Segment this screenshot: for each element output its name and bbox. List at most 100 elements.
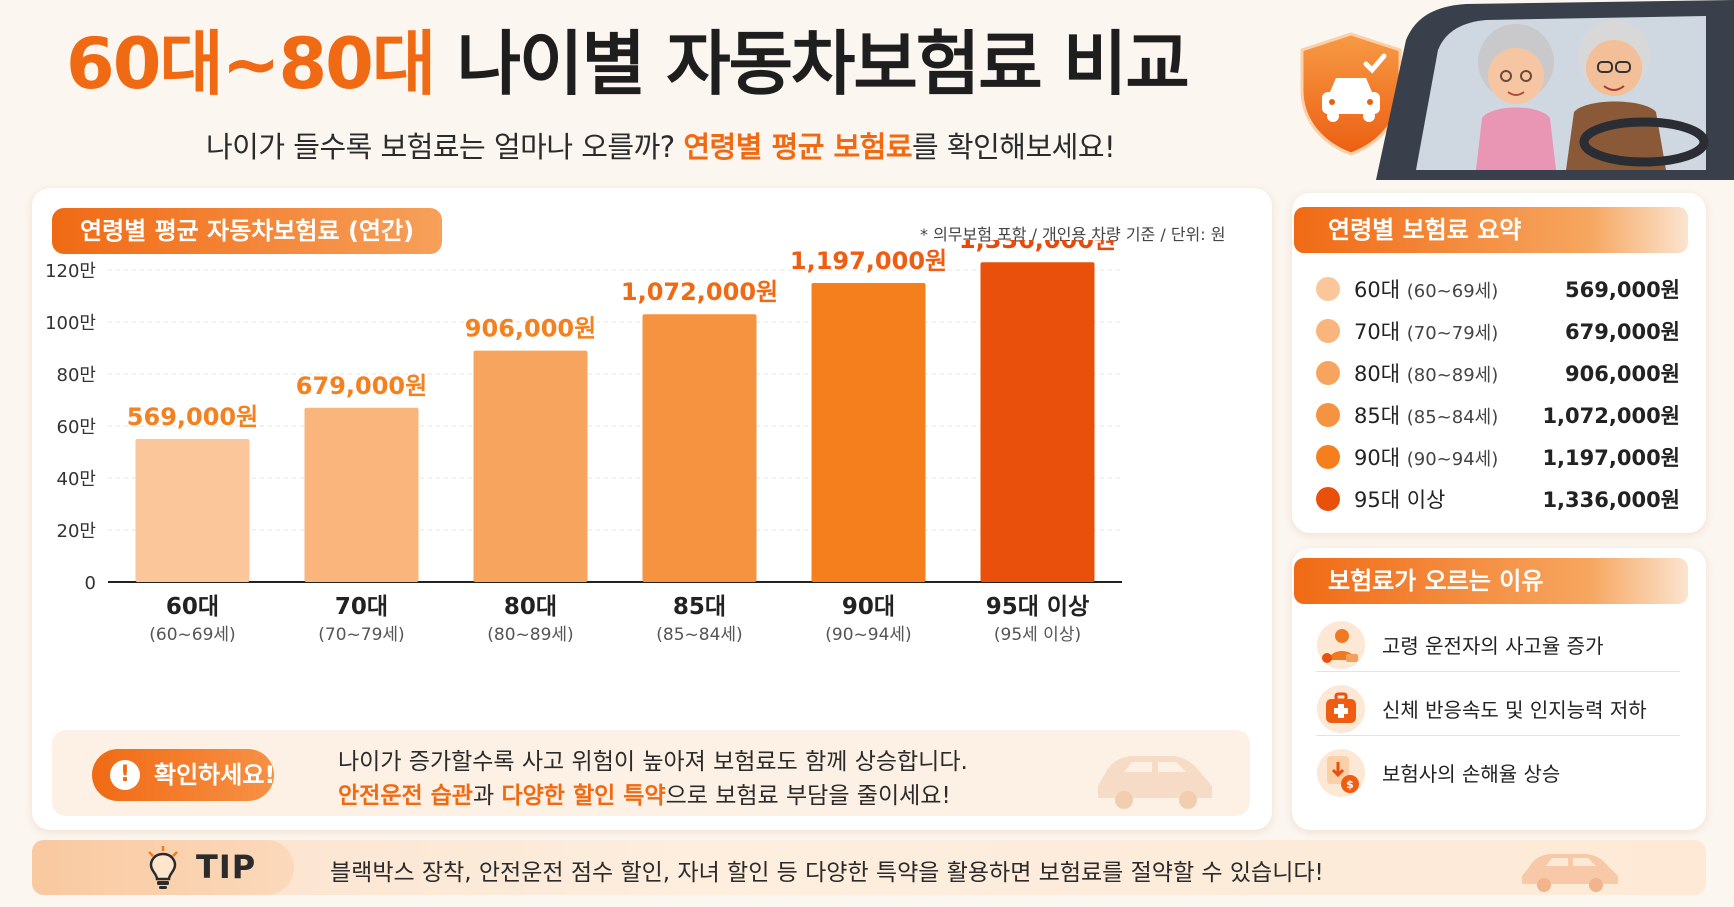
summary-dot [1316,403,1340,427]
summary-title-chip: 연령별 보험료 요약 [1294,207,1688,253]
x-category-sublabel: (95세 이상) [994,625,1081,645]
y-tick-label: 40만 [57,469,96,490]
summary-row: 70대 (70~79세) 679,000원 [1316,316,1680,346]
x-category-sublabel: (90~94세) [825,625,911,645]
notice-highlight-discounts: 다양한 할인 특약 [501,783,666,809]
bar-data-label: 1,197,000원 [790,247,947,275]
summary-age: 90대 (90~94세) [1354,442,1498,472]
svg-text:$: $ [1346,778,1354,791]
summary-value: 1,197,000원 [1542,446,1680,470]
summary-value: 1,072,000원 [1542,404,1680,428]
notice-highlight-safe-driving: 안전운전 습관 [338,783,473,809]
lightbulb-icon [148,846,178,889]
x-category-sublabel: (70~79세) [318,625,404,645]
reason-item: $ 보험사의 손해율 상승 [1316,744,1680,800]
y-tick-label: 0 [85,573,96,594]
y-tick-label: 60만 [57,417,96,438]
summary-age-range: (70~79세) [1406,323,1499,344]
y-tick-label: 100만 [45,313,96,334]
x-category-label: 90대 [842,594,895,620]
summary-age-label: 60대 [1354,278,1401,302]
notice-check-button[interactable]: ! 확인하세요! [92,749,276,801]
chart-unit-note: * 의무보험 포함 / 개인용 차량 기준 / 단위: 원 [920,225,1226,244]
notice-button-label: 확인하세요! [154,761,276,789]
y-tick-label: 20만 [57,521,96,542]
summary-row: 95대 이상 1,336,000원 [1316,484,1680,514]
bar-data-label: 679,000원 [296,372,427,400]
x-category-sublabel: (60~69세) [149,625,235,645]
x-category-label: 60대 [166,594,219,620]
bar [473,350,588,582]
reasons-title-chip: 보험료가 오르는 이유 [1294,558,1688,604]
notice-line-1: 나이가 증가할수록 사고 위험이 높아져 보험료도 함께 상승합니다. [338,749,968,775]
x-category-label: 85대 [673,594,726,620]
summary-value: 569,000원 [1565,278,1680,302]
car-icon [1522,854,1618,892]
y-tick-label: 80만 [57,365,96,386]
tip-text: 블랙박스 장착, 안전운전 점수 할인, 자녀 할인 등 다양한 특약을 활용하… [330,860,1324,886]
summary-age: 70대 (70~79세) [1354,316,1498,346]
x-category-sublabel: (85~84세) [656,625,742,645]
car-icon [1098,756,1212,809]
summary-age: 60대 (60~69세) [1354,274,1498,304]
bar [304,407,419,582]
summary-age-range: (85~84세) [1406,407,1499,428]
summary-age-range: (60~69세) [1406,281,1499,302]
bar [811,283,926,582]
x-category-label: 95대 이상 [986,594,1090,620]
tip-label: TIP [196,848,257,886]
summary-age-label: 80대 [1354,362,1401,386]
subtitle-pre: 나이가 들수록 보험료는 얼마나 오를까? [206,130,684,164]
elderly-couple-driving-illustration [1376,0,1734,180]
bar-data-label: 906,000원 [465,315,596,343]
bar [980,262,1095,582]
bar [642,314,757,582]
summary-dot [1316,319,1340,343]
bar [135,439,250,582]
summary-dot [1316,487,1340,511]
reason-text: 보험사의 손해율 상승 [1382,762,1561,786]
summary-dot [1316,277,1340,301]
summary-age: 85대 (85~84세) [1354,400,1498,430]
loss-ratio-icon: $ [1317,749,1365,797]
title-rest: 나이별 자동차보험료 비교 [456,23,1190,105]
x-category-sublabel: (80~89세) [487,625,573,645]
summary-row: 85대 (85~84세) 1,072,000원 [1316,400,1680,430]
notice-line2-end: 으로 보험료 부담을 줄이세요! [665,783,951,809]
tip-bar [32,840,1706,895]
premium-bar-chart: 0 20만 40만 60만 80만 100만 120만 569,000원 60대 (60~69세)… [45,240,1122,645]
medical-kit-icon [1317,685,1365,733]
summary-value: 679,000원 [1565,320,1680,344]
summary-dot [1316,445,1340,469]
page-title: 60대~80대 나이별 자동차보험료 비교 [66,27,1190,102]
x-category-label: 70대 [335,594,388,620]
subtitle-highlight: 연령별 평균 보험료 [683,130,913,164]
reason-text: 고령 운전자의 사고율 증가 [1382,634,1604,658]
notice-line2-conj: 과 [472,783,502,809]
page-subtitle: 나이가 들수록 보험료는 얼마나 오를까? 연령별 평균 보험료를 확인해보세요… [206,124,1116,166]
notice-line-2: 안전운전 습관과 다양한 할인 특약으로 보험료 부담을 줄이세요! [338,776,951,810]
bar-data-label: 1,336,000원 [959,240,1116,254]
summary-age-range: (80~89세) [1406,365,1499,386]
shield-car-icon [1300,32,1402,156]
summary-age-label: 70대 [1354,320,1401,344]
summary-age: 80대 (80~89세) [1354,358,1498,388]
reason-item: 신체 반응속도 및 인지능력 저하 [1316,680,1680,736]
summary-dot [1316,361,1340,385]
summary-age-label: 90대 [1354,446,1401,470]
summary-row: 60대 (60~69세) 569,000원 [1316,274,1680,304]
elderly-driver-icon [1317,621,1365,669]
summary-age-range: (90~94세) [1406,449,1499,470]
title-highlight: 60대~80대 [66,23,436,105]
summary-age: 95대 이상 [1354,484,1445,514]
exclamation-icon: ! [110,760,140,790]
summary-age-label: 85대 [1354,404,1401,428]
summary-row: 80대 (80~89세) 906,000원 [1316,358,1680,388]
reason-text: 신체 반응속도 및 인지능력 저하 [1382,698,1647,722]
chart-title-chip: 연령별 평균 자동차보험료 (연간) [52,208,443,254]
x-category-label: 80대 [504,594,557,620]
bar-data-label: 569,000원 [127,403,258,431]
summary-value: 1,336,000원 [1542,488,1680,512]
summary-row: 90대 (90~94세) 1,197,000원 [1316,442,1680,472]
reason-item: 고령 운전자의 사고율 증가 [1316,616,1680,672]
